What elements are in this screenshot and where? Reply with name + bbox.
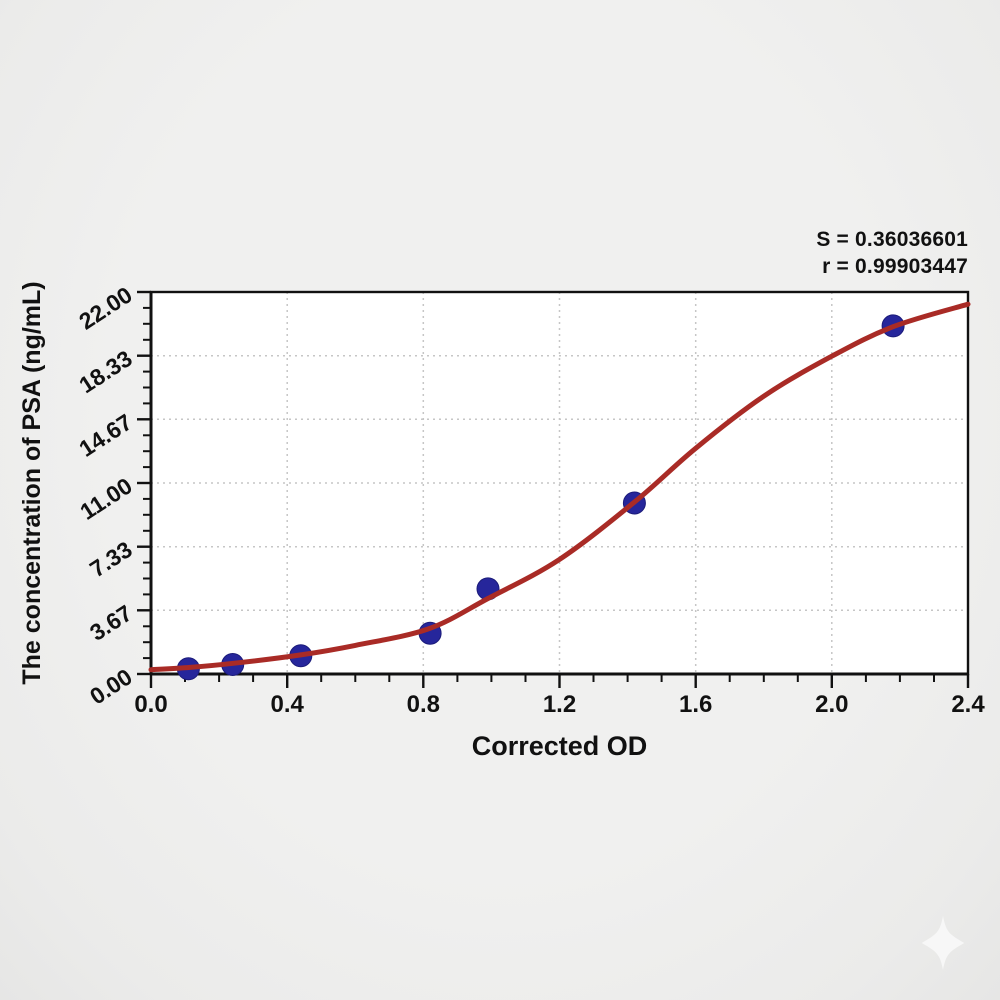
x-tick-label: 2.4: [951, 691, 985, 718]
y-tick-label: 14.67: [74, 409, 136, 462]
x-axis-title: Corrected OD: [471, 731, 648, 761]
x-tick-label: 1.2: [543, 691, 576, 718]
y-tick-label: 0.00: [85, 663, 137, 709]
fit-curve: [148, 301, 971, 673]
x-tick-label: 0.0: [134, 691, 167, 718]
x-tick-label: 1.6: [679, 691, 712, 718]
y-tick-label: 7.33: [85, 536, 137, 582]
y-tick-label: 22.00: [74, 281, 136, 334]
y-axis-title: The concentration of PSA (ng/mL): [18, 281, 46, 685]
y-tick-label: 3.67: [85, 600, 137, 646]
watermark-sparkle-icon: [921, 915, 965, 971]
stat-r-value: r = 0.99903447: [822, 255, 968, 278]
x-tick-label: 2.0: [815, 691, 848, 718]
fit-statistics: S = 0.36036601 r = 0.99903447: [816, 226, 968, 280]
x-tick-label: 0.4: [271, 691, 305, 718]
y-tick-label: 11.00: [75, 472, 136, 524]
x-tick-label: 0.8: [407, 691, 440, 718]
stat-s-value: S = 0.36036601: [816, 228, 968, 251]
y-tick-label: 18.33: [74, 345, 136, 398]
